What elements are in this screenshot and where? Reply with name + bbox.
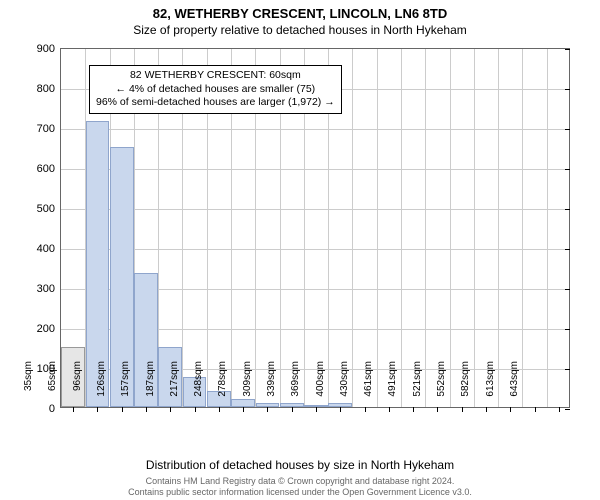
y-tick-mark (565, 49, 570, 50)
x-tick-label: 309sqm (242, 361, 253, 411)
chart-container: 82, WETHERBY CRESCENT, LINCOLN, LN6 8TD … (0, 0, 600, 500)
y-tick-mark (565, 89, 570, 90)
y-tick-label: 300 (37, 283, 61, 295)
x-tick-label: 521sqm (412, 361, 423, 411)
y-tick-mark (565, 409, 570, 410)
x-tick-label: 35sqm (23, 361, 34, 411)
footer-line2: Contains public sector information licen… (0, 487, 600, 498)
x-tick-mark (535, 407, 536, 412)
x-tick-label: 430sqm (339, 361, 350, 411)
x-tick-label: 400sqm (315, 361, 326, 411)
y-tick-mark (565, 249, 570, 250)
x-tick-label: 461sqm (363, 361, 374, 411)
x-tick-label: 369sqm (290, 361, 301, 411)
y-tick-label: 800 (37, 83, 61, 95)
y-tick-mark (565, 289, 570, 290)
annotation-line2: ← 4% of detached houses are smaller (75) (96, 83, 335, 97)
y-tick-label: 700 (37, 123, 61, 135)
y-tick-label: 400 (37, 243, 61, 255)
x-tick-mark (559, 407, 560, 412)
y-tick-mark (565, 169, 570, 170)
x-tick-label: 65sqm (47, 361, 58, 411)
y-tick-label: 600 (37, 163, 61, 175)
chart-subtitle: Size of property relative to detached ho… (0, 21, 600, 37)
chart-title: 82, WETHERBY CRESCENT, LINCOLN, LN6 8TD (0, 0, 600, 21)
y-tick-mark (565, 129, 570, 130)
y-tick-label: 500 (37, 203, 61, 215)
y-tick-mark (565, 209, 570, 210)
annotation-line1: 82 WETHERBY CRESCENT: 60sqm (96, 69, 335, 83)
x-tick-label: 157sqm (120, 361, 131, 411)
x-tick-label: 643sqm (509, 361, 520, 411)
footer: Contains HM Land Registry data © Crown c… (0, 476, 600, 498)
y-tick-mark (565, 369, 570, 370)
annotation-box: 82 WETHERBY CRESCENT: 60sqm ← 4% of deta… (89, 65, 342, 114)
x-tick-label: 339sqm (266, 361, 277, 411)
x-tick-label: 491sqm (387, 361, 398, 411)
x-tick-label: 187sqm (145, 361, 156, 411)
annotation-line3: 96% of semi-detached houses are larger (… (96, 96, 335, 110)
plot-area: 0100200300400500600700800900 35sqm65sqm9… (60, 48, 570, 408)
x-axis-label: Distribution of detached houses by size … (0, 458, 600, 472)
x-tick-label: 217sqm (169, 361, 180, 411)
y-tick-label: 900 (37, 43, 61, 55)
y-tick-label: 200 (37, 323, 61, 335)
footer-line1: Contains HM Land Registry data © Crown c… (0, 476, 600, 487)
x-tick-label: 248sqm (193, 361, 204, 411)
x-tick-label: 552sqm (436, 361, 447, 411)
x-tick-label: 613sqm (485, 361, 496, 411)
x-tick-label: 126sqm (96, 361, 107, 411)
x-tick-label: 582sqm (460, 361, 471, 411)
x-tick-label: 96sqm (72, 361, 83, 411)
x-tick-label: 278sqm (217, 361, 228, 411)
y-tick-mark (565, 329, 570, 330)
